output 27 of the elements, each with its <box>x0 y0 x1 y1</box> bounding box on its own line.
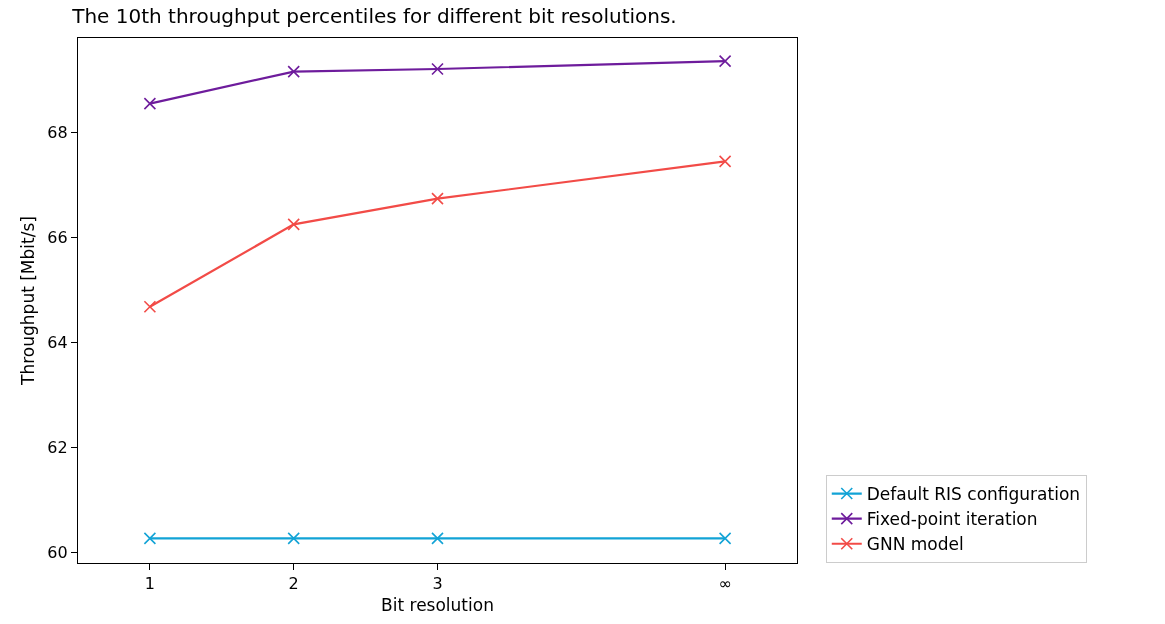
legend-label: GNN model <box>866 534 964 555</box>
point <box>431 62 444 76</box>
point <box>287 532 300 545</box>
chart-title: The 10th throughput percentiles for different bit resolutions. <box>71 4 677 29</box>
x-tick-label: 3 <box>432 574 443 594</box>
point <box>287 218 300 231</box>
x-tick-label: ∞ <box>718 574 732 594</box>
y-tick-label: 64 <box>47 333 68 353</box>
point <box>143 97 157 110</box>
point <box>718 155 732 168</box>
y-axis-title: Throughput [Mbit/s] <box>17 216 38 386</box>
point <box>431 192 444 205</box>
point <box>143 532 157 545</box>
point <box>718 532 732 545</box>
legend-label: Default RIS configuration <box>866 484 1081 505</box>
y-tick-label: 66 <box>47 228 68 248</box>
y-tick-label: 60 <box>47 543 68 563</box>
point <box>431 532 444 545</box>
legend-label: Fixed-point iteration <box>866 509 1038 530</box>
x-axis-title: Bit resolution <box>381 594 494 615</box>
point <box>718 54 732 68</box>
x-tick-label: 2 <box>288 574 299 594</box>
point <box>287 65 300 78</box>
y-tick-label: 62 <box>47 438 68 458</box>
y-tick-label: 68 <box>47 123 68 143</box>
point <box>143 300 157 314</box>
x-tick-label: 1 <box>144 574 155 594</box>
